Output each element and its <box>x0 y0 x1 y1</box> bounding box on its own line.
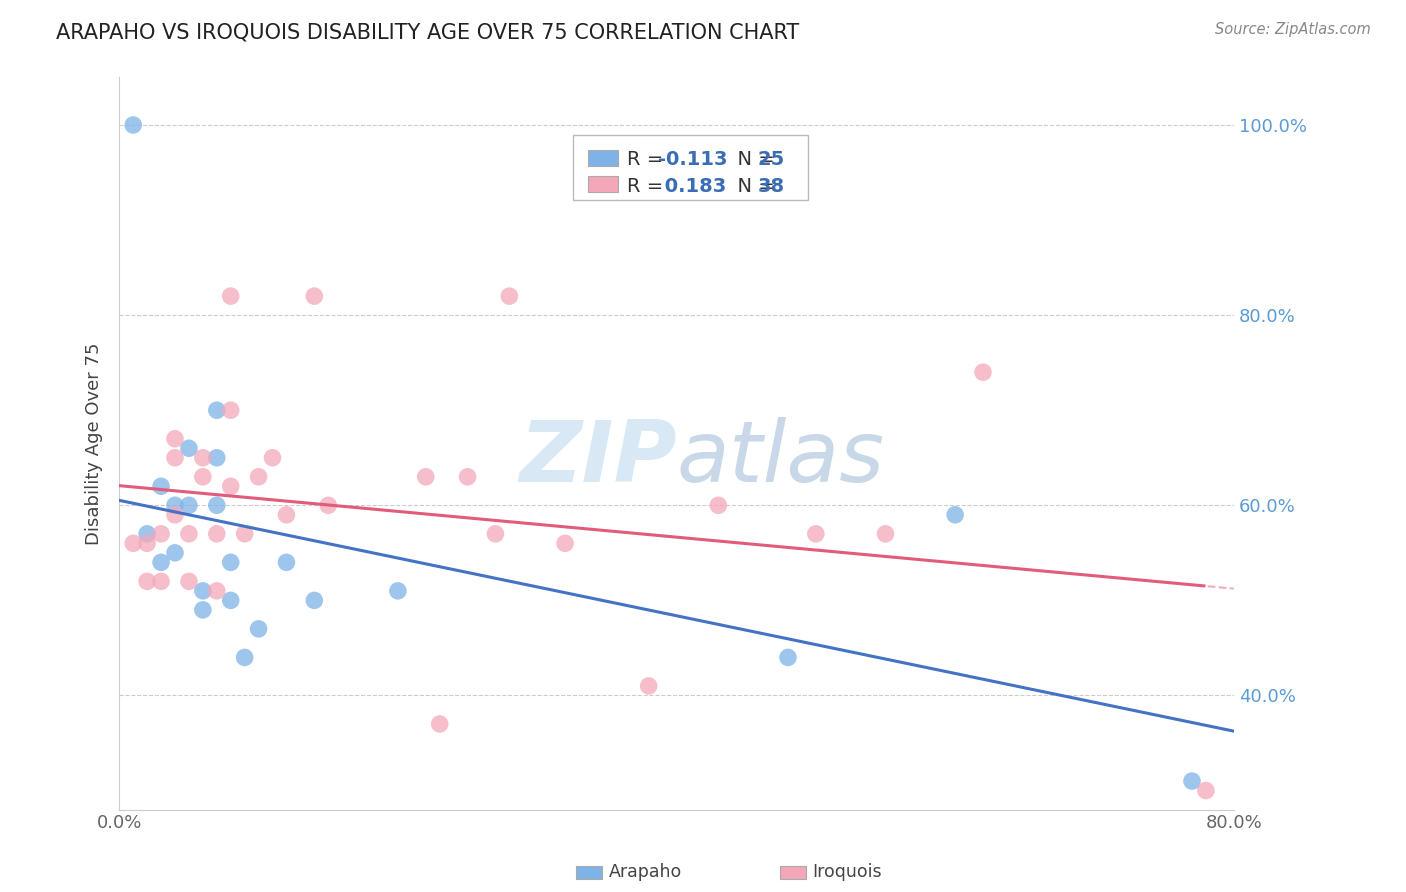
Point <box>177 442 200 456</box>
Point <box>191 450 214 465</box>
Point <box>122 536 145 550</box>
Point <box>163 498 186 512</box>
Point <box>233 526 256 541</box>
Text: 0.183: 0.183 <box>658 177 725 195</box>
Point <box>304 593 326 607</box>
Point <box>205 498 228 512</box>
Point <box>219 593 242 607</box>
Point <box>219 479 242 493</box>
Point <box>554 536 576 550</box>
Text: R =: R = <box>627 150 669 169</box>
Point <box>776 650 799 665</box>
Point <box>1181 774 1204 789</box>
Point <box>150 526 173 541</box>
Point <box>177 574 200 589</box>
Point <box>637 679 659 693</box>
Text: Source: ZipAtlas.com: Source: ZipAtlas.com <box>1215 22 1371 37</box>
Point <box>943 508 966 522</box>
Point <box>163 450 186 465</box>
Point <box>262 450 284 465</box>
Point <box>707 498 730 512</box>
Point <box>219 555 242 569</box>
Text: N =: N = <box>725 150 782 169</box>
Point <box>136 536 159 550</box>
Point <box>219 289 242 303</box>
Point <box>415 469 437 483</box>
Text: Iroquois: Iroquois <box>813 863 883 881</box>
Point <box>122 118 145 132</box>
Point <box>219 403 242 417</box>
Point <box>163 432 186 446</box>
Point <box>247 622 270 636</box>
Text: ZIP: ZIP <box>519 417 676 500</box>
Point <box>136 526 159 541</box>
Point <box>150 479 173 493</box>
Point <box>205 450 228 465</box>
Text: -0.113: -0.113 <box>658 150 727 169</box>
Text: 38: 38 <box>758 177 785 195</box>
Point <box>150 555 173 569</box>
Text: R =: R = <box>627 177 669 195</box>
Point <box>163 508 186 522</box>
Point <box>233 650 256 665</box>
Point <box>205 583 228 598</box>
Point <box>457 469 479 483</box>
Point <box>136 574 159 589</box>
Point <box>875 526 897 541</box>
Point <box>972 365 994 379</box>
Text: N =: N = <box>725 177 782 195</box>
Point <box>177 526 200 541</box>
Text: 25: 25 <box>758 150 785 169</box>
Point <box>429 717 451 731</box>
Point <box>804 526 827 541</box>
Point <box>150 574 173 589</box>
Text: ARAPAHO VS IROQUOIS DISABILITY AGE OVER 75 CORRELATION CHART: ARAPAHO VS IROQUOIS DISABILITY AGE OVER … <box>56 22 800 42</box>
Text: atlas: atlas <box>676 417 884 500</box>
Y-axis label: Disability Age Over 75: Disability Age Over 75 <box>86 343 103 545</box>
Point <box>163 546 186 560</box>
Point <box>316 498 339 512</box>
Point <box>1195 783 1218 797</box>
Point <box>205 403 228 417</box>
Text: Arapaho: Arapaho <box>609 863 682 881</box>
Point <box>205 526 228 541</box>
Point <box>387 583 409 598</box>
Point <box>191 603 214 617</box>
Point <box>498 289 520 303</box>
Point <box>177 498 200 512</box>
Point <box>484 526 506 541</box>
Point <box>247 469 270 483</box>
Point <box>276 508 298 522</box>
Point <box>276 555 298 569</box>
Point <box>304 289 326 303</box>
Point <box>191 583 214 598</box>
Point <box>191 469 214 483</box>
